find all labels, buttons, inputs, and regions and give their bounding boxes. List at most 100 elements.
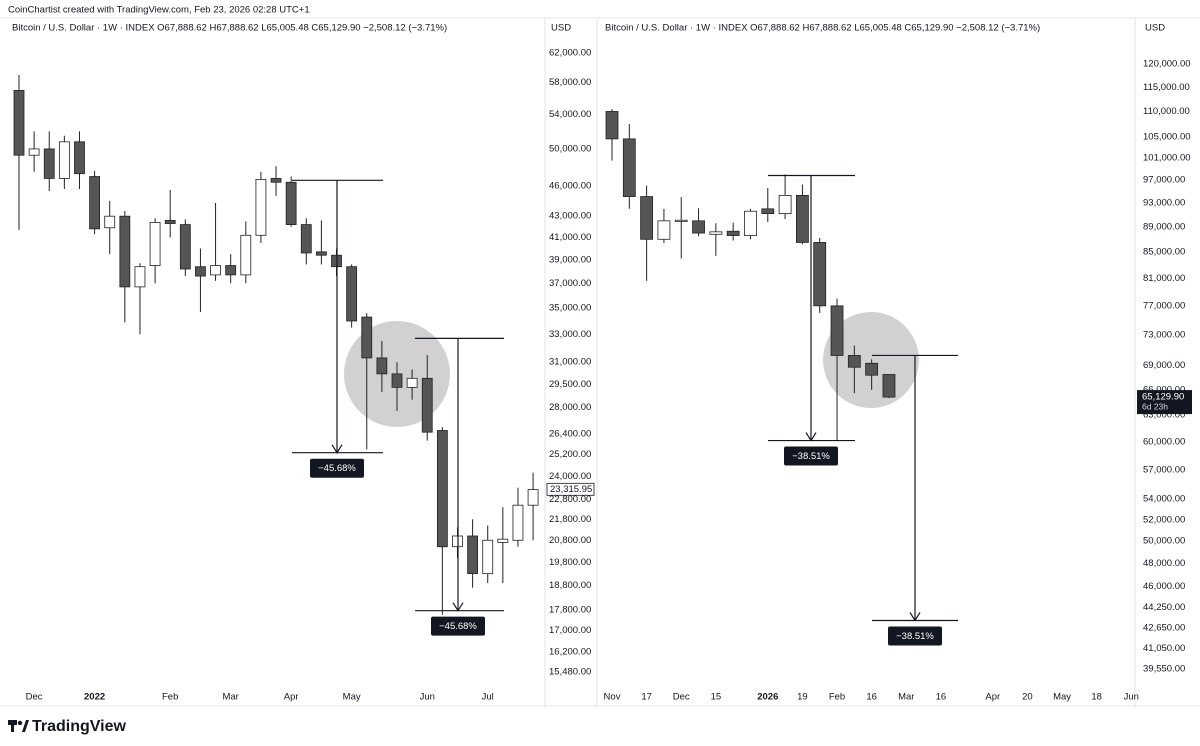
x-tick-label: Jul: [482, 692, 494, 703]
measure-label-box: [888, 626, 942, 646]
y-tick-label: 15,480.00: [549, 667, 591, 678]
x-tick-label: Apr: [985, 692, 1000, 703]
y-tick-label: 50,000.00: [549, 143, 591, 154]
y-tick-label: 26,400.00: [549, 428, 591, 439]
y-tick-label: 42,650.00: [1143, 622, 1185, 633]
y-tick-label: 54,000.00: [549, 109, 591, 120]
candle-body: [43, 148, 55, 179]
y-tick-label: 105,000.00: [1143, 131, 1191, 142]
y-tick-label: 69,000.00: [1143, 360, 1185, 371]
y-tick-label: 28,000.00: [549, 402, 591, 413]
y-tick-label: 46,000.00: [549, 181, 591, 192]
y-tick-label: 31,000.00: [549, 357, 591, 368]
x-tick-label: Jun: [1124, 692, 1139, 703]
candle-body: [726, 230, 740, 236]
candle-body: [361, 316, 373, 359]
y-tick-label: 120,000.00: [1143, 59, 1191, 70]
candle-body: [119, 215, 131, 288]
candle-body: [640, 196, 654, 240]
candle-body: [778, 194, 792, 215]
y-tick-label: 110,000.00: [1143, 106, 1190, 117]
y-tick-label: 39,550.00: [1143, 663, 1185, 674]
x-tick-label: Mar: [898, 692, 914, 703]
y-tick-label: 18,800.00: [549, 580, 591, 591]
candle-body: [657, 220, 671, 240]
y-tick-label: 52,000.00: [1143, 514, 1185, 525]
last-price-label: 65,129.90: [1142, 392, 1184, 403]
x-tick-label: May: [343, 692, 361, 703]
y-tick-label: 41,000.00: [549, 232, 591, 243]
y-tick-label: 33,000.00: [549, 329, 591, 340]
candle-body: [761, 208, 775, 215]
currency-label: USD: [551, 23, 571, 34]
measure-label-box: [310, 458, 364, 478]
y-tick-label: 41,050.00: [1143, 643, 1185, 654]
x-tick-label: 17: [641, 692, 652, 703]
y-tick-label: 62,000.00: [549, 47, 591, 58]
x-tick-label: 16: [866, 692, 877, 703]
last-price-label: 23,315.95: [550, 484, 592, 495]
y-tick-label: 101,000.00: [1143, 152, 1191, 163]
y-tick-label: 54,000.00: [1143, 494, 1185, 505]
candle-body: [622, 138, 636, 197]
currency-label: USD: [1145, 23, 1165, 34]
measure-label-box: [784, 446, 838, 466]
candle-body: [709, 231, 723, 235]
candle-body: [847, 355, 861, 368]
x-tick-label: Feb: [162, 692, 178, 703]
candle-body: [744, 210, 757, 236]
measure-label: −38.51%: [792, 451, 830, 462]
candle-body: [270, 178, 282, 183]
measure-label: −38.51%: [896, 631, 934, 642]
x-tick-label: Mar: [222, 692, 238, 703]
y-tick-label: 60,000.00: [1143, 436, 1185, 447]
arrow-head: [805, 432, 817, 442]
candle-body: [240, 234, 252, 276]
y-tick-label: 29,500.00: [549, 379, 591, 390]
candle-body: [195, 266, 206, 277]
y-tick-label: 93,000.00: [1143, 197, 1185, 208]
candle-body: [149, 222, 161, 266]
x-tick-label: Dec: [26, 692, 43, 703]
x-tick-label: Nov: [604, 692, 621, 703]
candle-body: [605, 111, 619, 140]
x-tick-label: Jun: [420, 692, 435, 703]
y-tick-label: 37,000.00: [549, 278, 591, 289]
candle-body: [164, 219, 176, 224]
candle-body: [58, 141, 70, 179]
attribution: CoinChartist created with TradingView.co…: [8, 5, 310, 16]
x-tick-label: 2026: [757, 692, 778, 703]
candle-body: [436, 430, 448, 548]
x-tick-label: 19: [797, 692, 808, 703]
y-tick-label: 115,000.00: [1143, 82, 1190, 93]
y-tick-label: 25,200.00: [549, 449, 591, 460]
candle-body: [225, 265, 237, 276]
candle-body: [300, 224, 312, 254]
candle-body: [882, 374, 896, 398]
y-tick-label: 85,000.00: [1143, 246, 1185, 257]
measure-label: −45.68%: [318, 463, 356, 474]
y-tick-label: 63,000.00: [1143, 410, 1185, 421]
arrow-head: [909, 612, 921, 622]
candle-body: [692, 220, 705, 234]
x-tick-label: 20: [1022, 692, 1033, 703]
candle-body: [74, 141, 85, 175]
x-tick-label: 18: [1091, 692, 1102, 703]
candle-body: [376, 357, 388, 375]
x-tick-label: Dec: [673, 692, 690, 703]
y-tick-label: 19,800.00: [549, 557, 591, 568]
countdown-label: 6d 23h: [1142, 401, 1168, 411]
y-tick-label: 57,000.00: [1143, 464, 1185, 475]
y-tick-label: 58,000.00: [549, 77, 591, 88]
y-tick-label: 73,000.00: [1143, 329, 1185, 340]
candle-body: [467, 535, 479, 575]
measure-label: −45.68%: [439, 621, 477, 632]
candle-body: [512, 504, 524, 541]
candle-body: [104, 215, 116, 229]
y-tick-label: 17,000.00: [549, 625, 591, 636]
candle-body: [134, 266, 146, 288]
y-tick-label: 44,250.00: [1143, 602, 1185, 613]
x-tick-label: Apr: [284, 692, 299, 703]
y-tick-label: 39,000.00: [549, 254, 591, 265]
x-tick-label: 15: [711, 692, 722, 703]
